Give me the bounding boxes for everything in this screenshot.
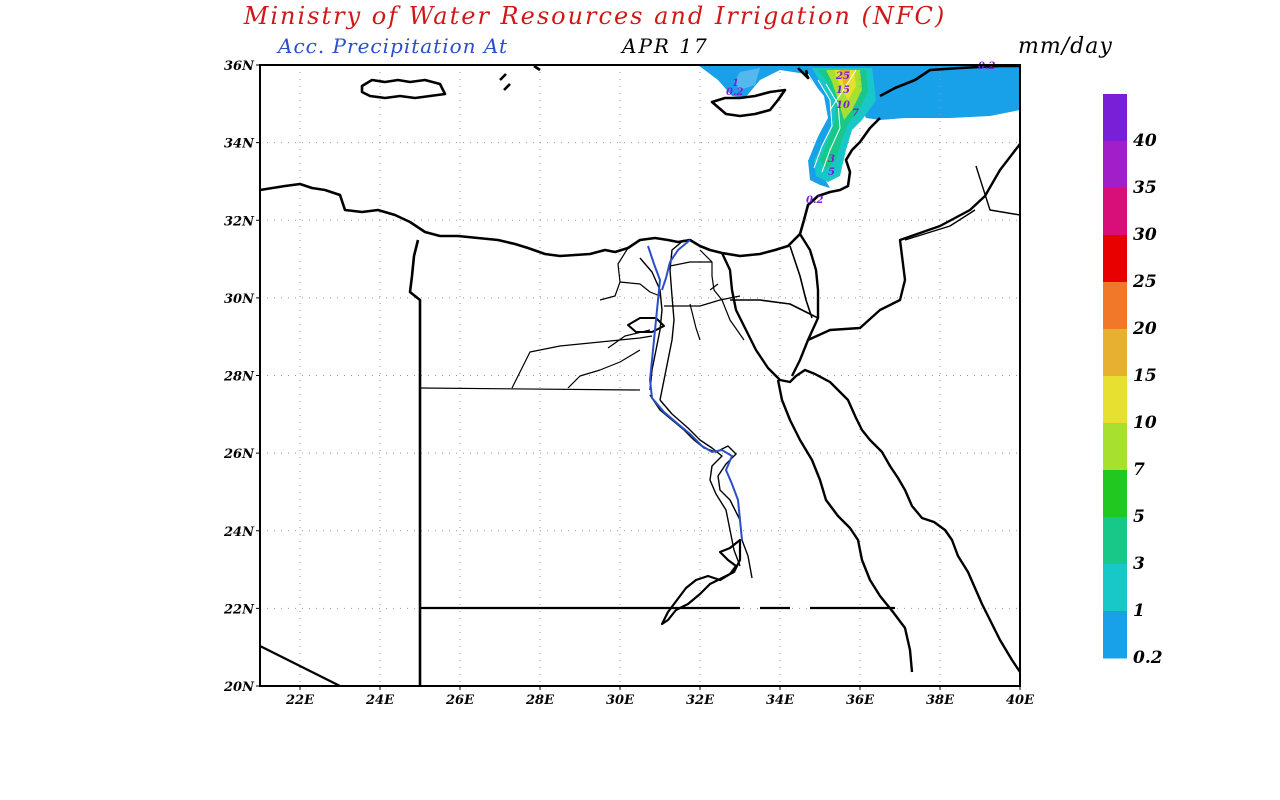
lon-label: 32E (686, 693, 715, 708)
legend-label: 30 (1133, 225, 1157, 245)
lon-label: 28E (525, 693, 555, 708)
legend-label: 10 (1133, 413, 1157, 433)
lat-label: 26N (223, 447, 255, 462)
lat-label: 28N (223, 370, 255, 385)
legend-swatch (1103, 188, 1127, 236)
legend-label: 7 (1133, 460, 1145, 480)
lon-label: 36E (846, 693, 875, 708)
legend-label: 40 (1133, 131, 1157, 151)
contour-label: 15 (836, 85, 850, 96)
lat-label: 22N (223, 602, 255, 617)
contour-lines (807, 69, 857, 173)
contour-label: 0.2 (726, 87, 743, 98)
lat-label: 30N (224, 292, 255, 307)
legend-swatch (1103, 94, 1127, 142)
legend-label: 5 (1133, 507, 1145, 527)
lat-label: 32N (224, 214, 255, 229)
lon-label: 30E (606, 693, 635, 708)
legend-label: 0.2 (1133, 648, 1163, 668)
longitude-labels: 22E 24E 26E 28E 30E 32E 34E 36E 38E 40E (285, 686, 1035, 708)
contour-label: 10 (836, 100, 850, 111)
units-label: mm/day (1018, 34, 1113, 59)
legend-swatch (1103, 611, 1127, 659)
legend-swatch (1103, 376, 1127, 424)
lat-label: 24N (223, 525, 255, 540)
contour-label: 0.2 (978, 61, 995, 72)
contour-label: 7 (852, 108, 859, 119)
color-legend: 40 35 30 25 20 15 10 7 5 3 1 0.2 (1103, 94, 1163, 668)
contour-label: 5 (828, 167, 835, 178)
contour-label: 25 (835, 71, 850, 82)
legend-swatch (1103, 517, 1127, 565)
lat-label: 34N (224, 137, 255, 152)
legend-swatch (1103, 423, 1127, 471)
coastlines-borders (259, 64, 1021, 687)
legend-swatch (1103, 141, 1127, 189)
lon-label: 26E (445, 693, 475, 708)
map-date: APR 17 (622, 34, 709, 58)
latitude-labels: 36N 34N 32N 30N 28N 26N 24N 22N 20N (223, 59, 260, 695)
lon-label: 34E (766, 693, 795, 708)
legend-swatch (1103, 235, 1127, 283)
lon-label: 38E (926, 693, 955, 708)
map-frame (259, 64, 1021, 687)
map-title: Ministry of Water Resources and Irrigati… (243, 2, 947, 30)
legend-swatch (1103, 282, 1127, 330)
contour-label: 3 (828, 154, 835, 165)
lat-label: 36N (224, 59, 255, 74)
lat-label: 20N (223, 680, 255, 695)
lon-label: 24E (365, 693, 395, 708)
contour-label: 1 (732, 78, 739, 89)
precip-shading (698, 65, 1020, 188)
lon-label: 40E (1006, 693, 1035, 708)
legend-label: 20 (1132, 319, 1157, 339)
lon-label: 22E (285, 693, 315, 708)
legend-label: 25 (1132, 272, 1157, 292)
legend-swatch (1103, 329, 1127, 377)
lat-lon-grid (260, 64, 1021, 687)
contour-label-group: 0.2 0.2 1 25 15 10 7 3 5 0.2 (726, 61, 995, 206)
legend-label: 1 (1133, 601, 1145, 621)
contour-label: 0.2 (806, 195, 823, 206)
legend-label: 35 (1133, 178, 1157, 198)
legend-label: 3 (1133, 554, 1145, 574)
legend-swatch (1103, 564, 1127, 612)
legend-label: 15 (1133, 366, 1157, 386)
map-subtitle: Acc. Precipitation At (278, 34, 509, 58)
nile-river (647, 239, 743, 541)
legend-swatch (1103, 470, 1127, 518)
